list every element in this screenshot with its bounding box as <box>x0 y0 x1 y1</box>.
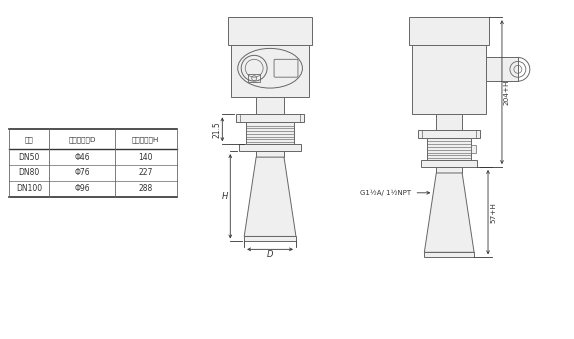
Text: 57+H: 57+H <box>490 202 496 223</box>
Bar <box>256 151 284 157</box>
Text: 288: 288 <box>138 184 153 193</box>
Bar <box>486 57 518 81</box>
Text: 21.5: 21.5 <box>212 121 222 138</box>
Text: 喇叭口直径D: 喇叭口直径D <box>68 136 96 143</box>
Text: 204+H: 204+H <box>504 79 510 105</box>
Bar <box>409 17 489 45</box>
Bar <box>256 97 284 115</box>
Bar <box>436 115 462 130</box>
Text: 140: 140 <box>138 153 153 162</box>
Bar <box>248 74 260 82</box>
Text: G1½A/ 1½NPT: G1½A/ 1½NPT <box>360 190 411 196</box>
Bar <box>228 17 312 45</box>
Bar <box>471 145 476 153</box>
Bar <box>421 160 477 167</box>
Text: Φ96: Φ96 <box>74 184 90 193</box>
Bar <box>236 115 304 122</box>
Bar <box>239 144 301 151</box>
Text: DN50: DN50 <box>18 153 40 162</box>
Polygon shape <box>424 173 474 252</box>
Text: D: D <box>267 250 273 259</box>
Text: Φ76: Φ76 <box>74 168 90 178</box>
Bar <box>244 236 296 241</box>
Bar <box>246 122 294 144</box>
Text: 法兰: 法兰 <box>25 136 34 143</box>
Text: DN100: DN100 <box>16 184 42 193</box>
Polygon shape <box>244 157 296 236</box>
Bar <box>427 138 471 160</box>
Bar <box>418 130 480 138</box>
Bar <box>412 45 486 115</box>
Text: Φ46: Φ46 <box>74 153 90 162</box>
Text: DN80: DN80 <box>18 168 40 178</box>
Text: H: H <box>222 192 228 201</box>
Text: 227: 227 <box>138 168 153 178</box>
Bar <box>231 45 309 97</box>
Bar <box>424 252 474 257</box>
Bar <box>436 167 462 173</box>
Text: 喇叭口高度H: 喇叭口高度H <box>132 136 160 143</box>
